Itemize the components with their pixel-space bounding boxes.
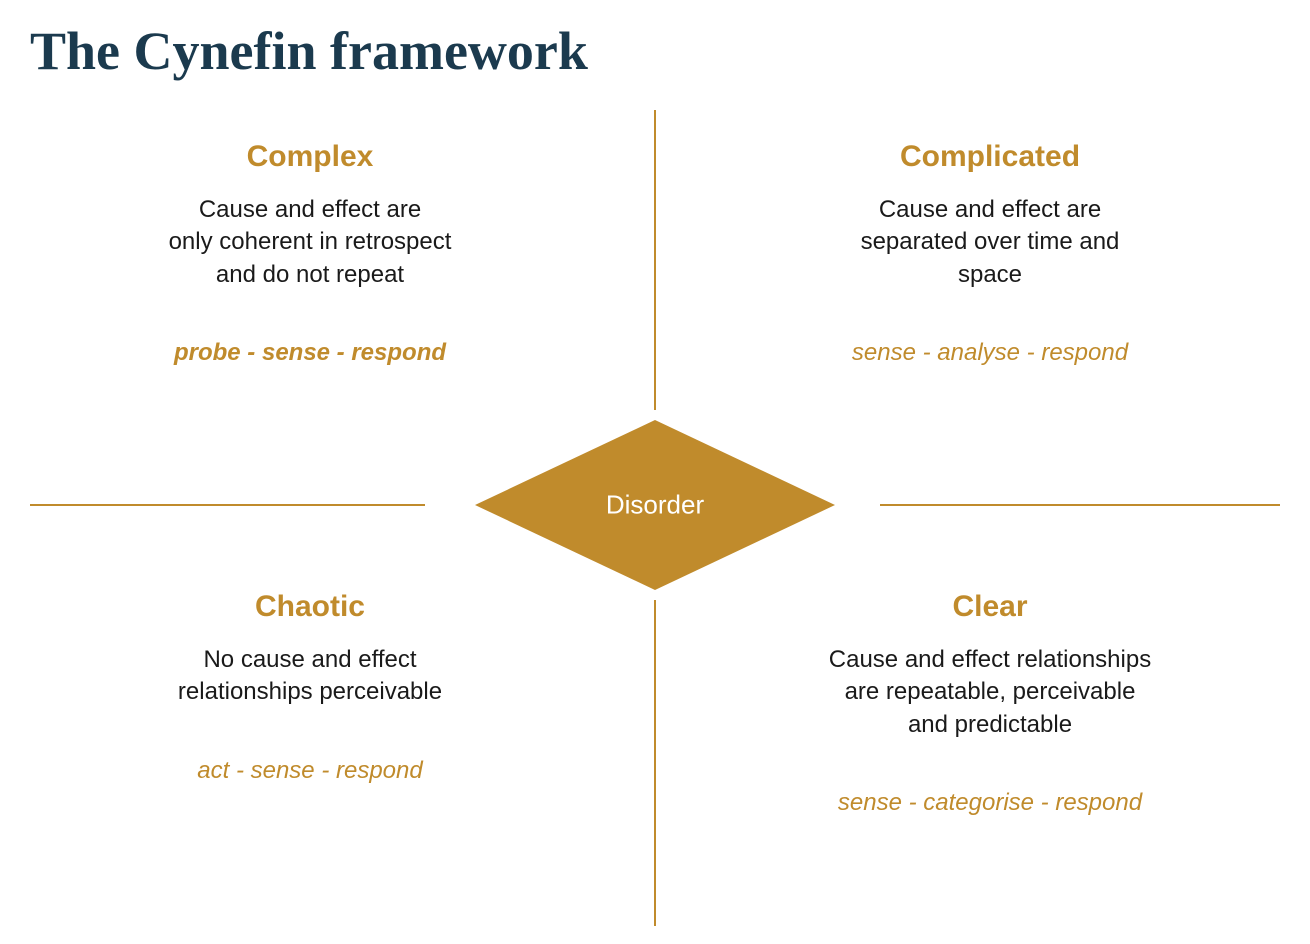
divider-horizontal-left	[30, 504, 425, 506]
cynefin-diagram: Complex Cause and effect are only cohere…	[30, 110, 1280, 930]
quadrant-desc-clear: Cause and effect relationships are repea…	[810, 644, 1170, 741]
quadrant-title-chaotic: Chaotic	[50, 590, 570, 624]
quadrant-title-complicated: Complicated	[730, 140, 1250, 174]
quadrant-complex: Complex Cause and effect are only cohere…	[50, 140, 570, 367]
divider-horizontal-right	[880, 504, 1280, 506]
quadrant-title-complex: Complex	[50, 140, 570, 174]
quadrant-desc-complex: Cause and effect are only coherent in re…	[130, 194, 490, 291]
quadrant-complicated: Complicated Cause and effect are separat…	[730, 140, 1250, 367]
center-diamond: Disorder	[475, 420, 835, 590]
quadrant-title-clear: Clear	[730, 590, 1250, 624]
quadrant-desc-chaotic: No cause and effect relationships percei…	[130, 644, 490, 709]
quadrant-action-clear: sense - categorise - respond	[730, 789, 1250, 817]
divider-vertical-bottom	[654, 600, 656, 926]
quadrant-chaotic: Chaotic No cause and effect relationship…	[50, 590, 570, 785]
center-label: Disorder	[475, 490, 835, 521]
quadrant-desc-complicated: Cause and effect are separated over time…	[810, 194, 1170, 291]
page-title: The Cynefin framework	[30, 20, 588, 82]
divider-vertical-top	[654, 110, 656, 410]
quadrant-clear: Clear Cause and effect relationships are…	[730, 590, 1250, 817]
quadrant-action-complex: probe - sense - respond	[50, 339, 570, 367]
quadrant-action-complicated: sense - analyse - respond	[730, 339, 1250, 367]
quadrant-action-chaotic: act - sense - respond	[50, 757, 570, 785]
